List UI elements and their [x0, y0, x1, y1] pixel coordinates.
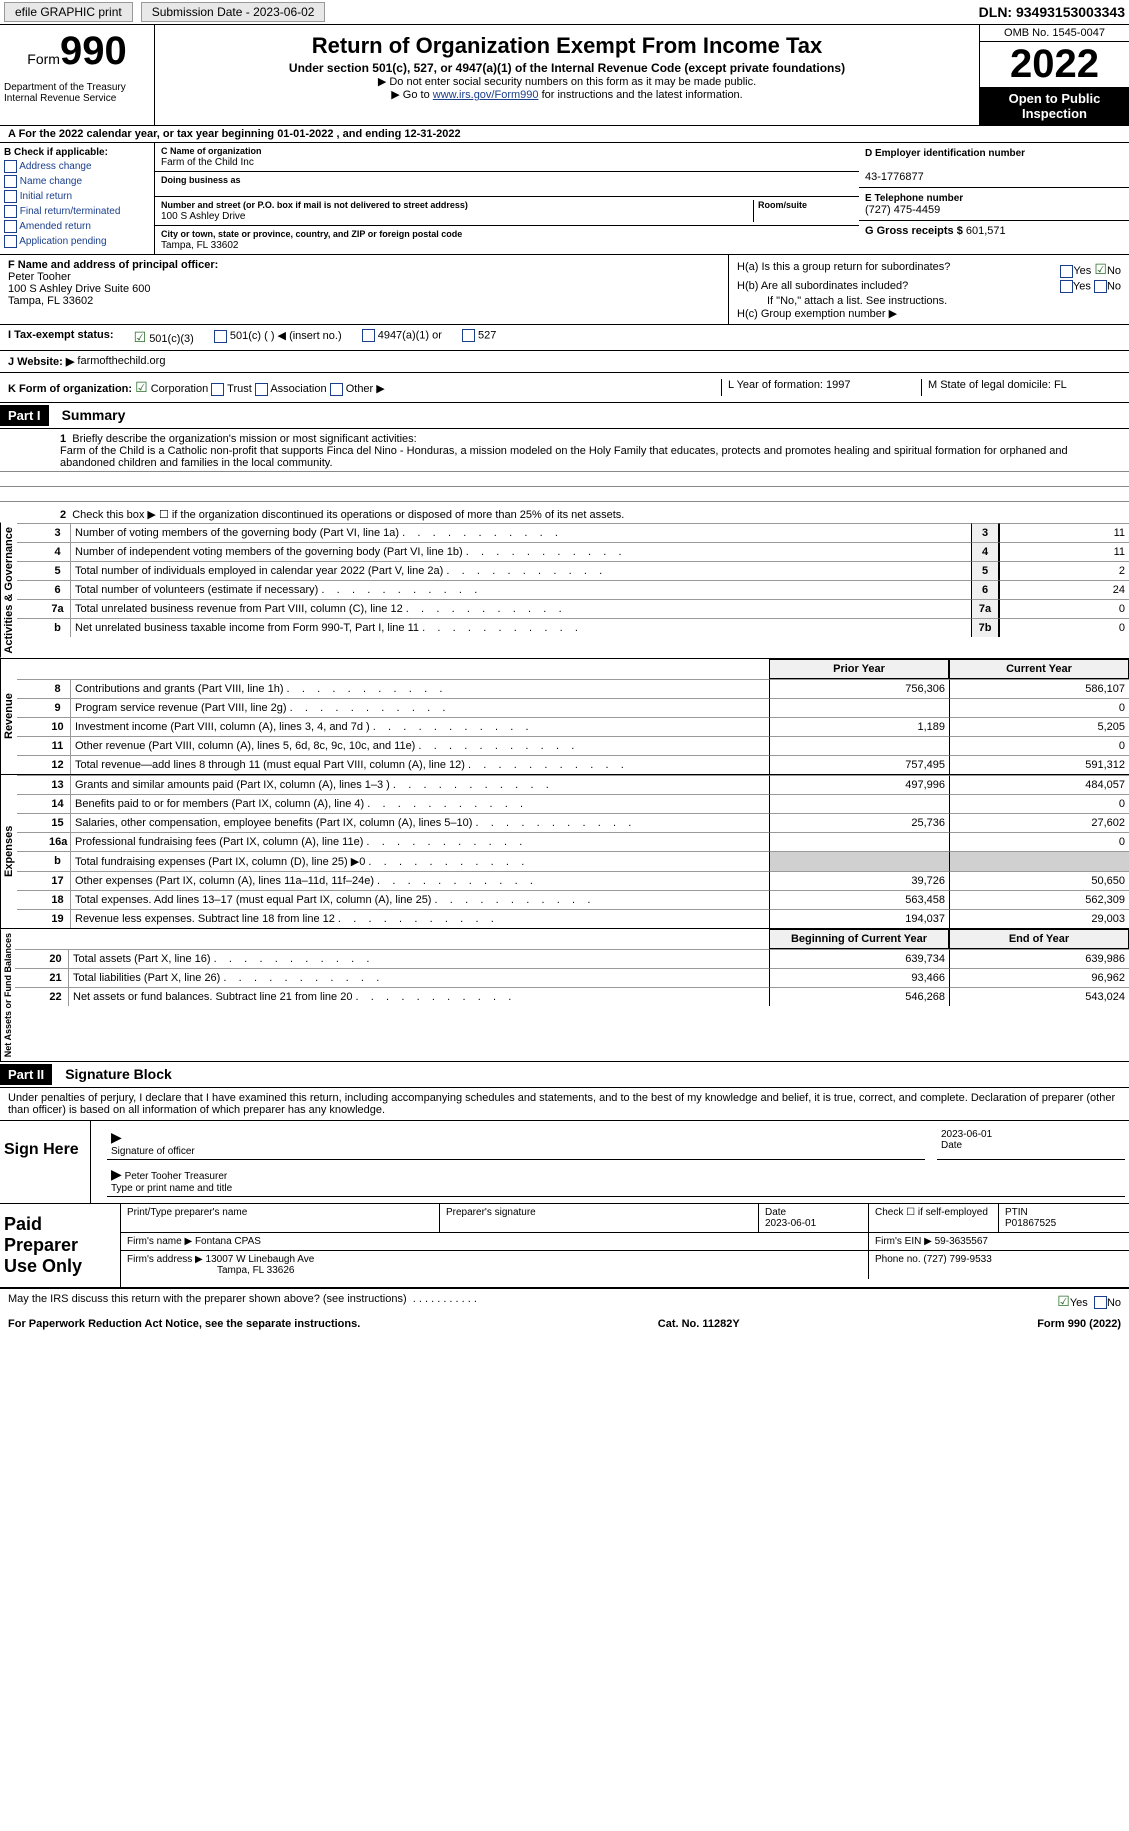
gross-receipts: 601,571	[966, 225, 1006, 237]
tax-exempt-status: I Tax-exempt status: ☑ 501(c)(3) 501(c) …	[0, 325, 1129, 351]
ein-value: 43-1776877	[865, 171, 924, 183]
declaration-text: Under penalties of perjury, I declare th…	[0, 1088, 1129, 1121]
officer-name: Peter Tooher	[8, 271, 71, 283]
form-subtitle: Under section 501(c), 527, or 4947(a)(1)…	[161, 61, 973, 75]
efile-print-button[interactable]: efile GRAPHIC print	[4, 2, 133, 22]
line-a: A For the 2022 calendar year, or tax yea…	[0, 126, 1129, 143]
website-row: J Website: ▶ farmofthechild.org	[0, 351, 1129, 373]
part-ii-header: Part II Signature Block	[0, 1062, 1129, 1088]
omb-number: OMB No. 1545-0047	[980, 25, 1129, 42]
footer: For Paperwork Reduction Act Notice, see …	[0, 1314, 1129, 1334]
irs-link[interactable]: www.irs.gov/Form990	[433, 89, 539, 101]
part-i-header: Part I Summary	[0, 403, 1129, 429]
section-d: D Employer identification number 43-1776…	[859, 143, 1129, 254]
tab-expenses: Expenses	[0, 775, 17, 928]
tax-year: 2022	[980, 42, 1129, 87]
org-address: 100 S Ashley Drive	[161, 211, 246, 222]
sign-here-block: Sign Here ▶Signature of officer 2023-06-…	[0, 1121, 1129, 1204]
discuss-row: May the IRS discuss this return with the…	[0, 1288, 1129, 1314]
section-klm: K Form of organization: ☑ Corporation Tr…	[0, 373, 1129, 403]
tab-net-assets: Net Assets or Fund Balances	[0, 929, 15, 1061]
open-to-public: Open to Public Inspection	[980, 87, 1129, 125]
website-value: farmofthechild.org	[77, 355, 165, 368]
paid-preparer-block: Paid Preparer Use Only Print/Type prepar…	[0, 1204, 1129, 1288]
form-number: Form990	[4, 29, 150, 74]
section-f: F Name and address of principal officer:…	[0, 255, 729, 324]
org-name: Farm of the Child Inc	[161, 157, 254, 168]
section-b: B Check if applicable: Address change Na…	[0, 143, 155, 254]
cb-name-change[interactable]: Name change	[4, 175, 150, 188]
cb-initial-return[interactable]: Initial return	[4, 190, 150, 203]
note-link: ▶ Go to www.irs.gov/Form990 for instruct…	[161, 88, 973, 101]
cb-amended[interactable]: Amended return	[4, 220, 150, 233]
note-ssn: ▶ Do not enter social security numbers o…	[161, 75, 973, 88]
top-bar: efile GRAPHIC print Submission Date - 20…	[0, 0, 1129, 25]
dln-text: DLN: 93493153003343	[979, 4, 1125, 20]
tab-activities: Activities & Governance	[0, 523, 17, 658]
submission-date-button[interactable]: Submission Date - 2023-06-02	[141, 2, 326, 22]
section-c: C Name of organization Farm of the Child…	[155, 143, 859, 254]
form-title: Return of Organization Exempt From Incom…	[161, 33, 973, 59]
org-city: Tampa, FL 33602	[161, 240, 238, 251]
section-h: H(a) Is this a group return for subordin…	[729, 255, 1129, 324]
cb-address-change[interactable]: Address change	[4, 160, 150, 173]
form-header: Form990 Department of the Treasury Inter…	[0, 25, 1129, 126]
telephone-value: (727) 475-4459	[865, 204, 940, 216]
tab-revenue: Revenue	[0, 659, 17, 774]
block-fh: F Name and address of principal officer:…	[0, 255, 1129, 325]
block-bcd: B Check if applicable: Address change Na…	[0, 143, 1129, 255]
mission-brief: 1 Briefly describe the organization's mi…	[0, 429, 1129, 472]
cb-final-return[interactable]: Final return/terminated	[4, 205, 150, 218]
cb-pending[interactable]: Application pending	[4, 235, 150, 248]
line-2: 2 Check this box ▶ ☐ if the organization…	[0, 502, 1129, 523]
department-text: Department of the Treasury Internal Reve…	[4, 82, 150, 104]
